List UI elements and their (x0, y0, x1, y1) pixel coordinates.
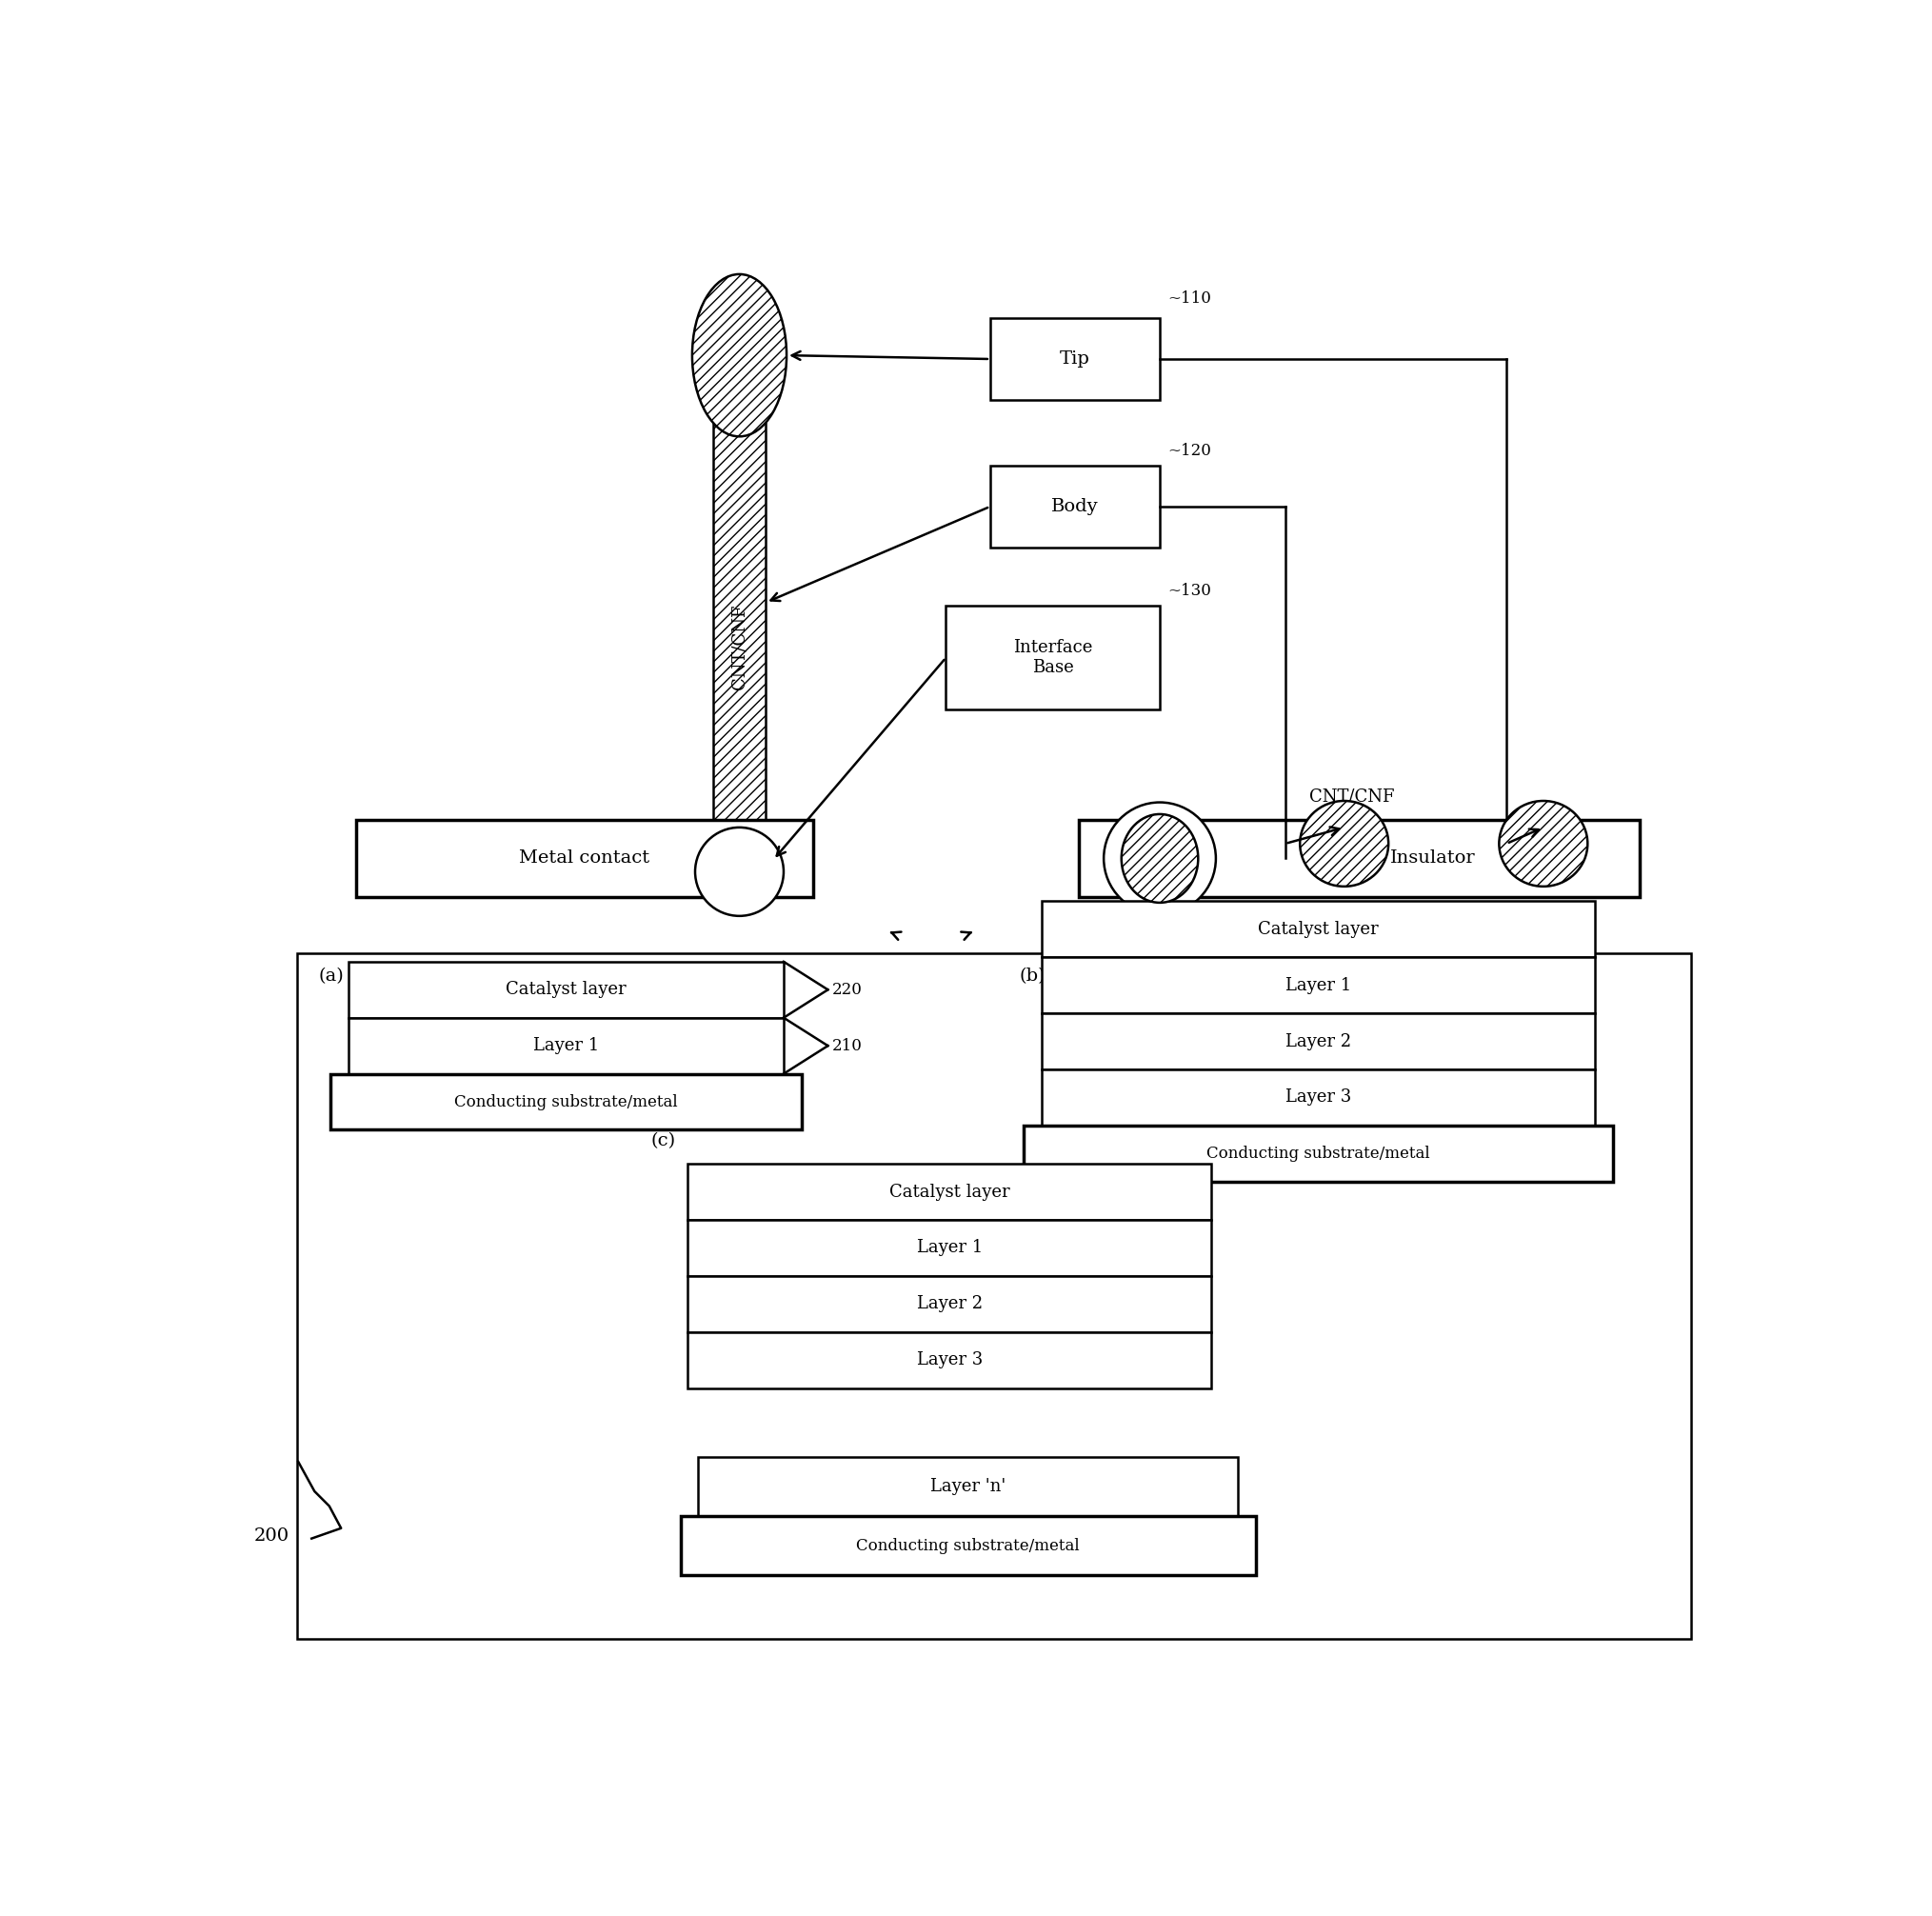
Bar (1041, 901, 1596, 958)
Bar (680, 1516, 1256, 1575)
Text: CNT/CNF: CNT/CNF (730, 604, 748, 690)
Text: ~130: ~130 (1167, 582, 1211, 598)
Text: 210: 210 (833, 1038, 864, 1054)
Bar (298, 952, 1690, 1638)
Bar (989, 466, 1159, 548)
Bar (688, 1332, 1211, 1387)
Text: Layer 'n': Layer 'n' (931, 1479, 1007, 1496)
Bar (947, 605, 1159, 709)
Text: Conducting substrate/metal: Conducting substrate/metal (454, 1094, 678, 1109)
Bar (697, 1458, 1238, 1516)
Text: 200: 200 (255, 1527, 290, 1544)
Bar (989, 318, 1159, 400)
Bar (1078, 820, 1638, 897)
Bar (1041, 1014, 1596, 1069)
Text: Insulator: Insulator (1389, 851, 1476, 866)
Text: ~110: ~110 (1167, 291, 1211, 307)
Bar (348, 962, 784, 1017)
Text: Layer 2: Layer 2 (916, 1295, 983, 1312)
Text: Interface
Base: Interface Base (1012, 640, 1092, 676)
Circle shape (1103, 803, 1215, 914)
Text: Tip: Tip (1061, 351, 1090, 368)
Text: CNT/CNF: CNT/CNF (1310, 787, 1395, 805)
Text: (b): (b) (1020, 968, 1045, 985)
Text: Conducting substrate/metal: Conducting substrate/metal (1208, 1146, 1430, 1161)
Bar (713, 422, 765, 872)
Bar (1041, 958, 1596, 1014)
Text: (a): (a) (319, 968, 344, 985)
Text: Layer 2: Layer 2 (1285, 1033, 1350, 1050)
Text: Layer 1: Layer 1 (1285, 977, 1350, 994)
Text: Layer 3: Layer 3 (916, 1351, 983, 1368)
Ellipse shape (1121, 814, 1198, 902)
Circle shape (696, 828, 784, 916)
Text: (c): (c) (651, 1132, 676, 1150)
Bar (688, 1163, 1211, 1220)
Text: Layer 3: Layer 3 (1285, 1088, 1350, 1106)
Bar (330, 1073, 802, 1130)
Text: Metal contact: Metal contact (520, 851, 649, 866)
Text: Catalyst layer: Catalyst layer (1258, 922, 1379, 937)
Bar (688, 1276, 1211, 1332)
Ellipse shape (1300, 801, 1389, 887)
Bar (348, 1017, 784, 1073)
Bar (355, 820, 813, 897)
Ellipse shape (1499, 801, 1588, 887)
Bar (688, 1220, 1211, 1276)
Text: Body: Body (1051, 498, 1099, 515)
Text: ~120: ~120 (1167, 443, 1211, 458)
Bar (1041, 1069, 1596, 1125)
Ellipse shape (692, 274, 786, 437)
Text: 220: 220 (833, 981, 864, 998)
Text: Catalyst layer: Catalyst layer (506, 981, 626, 998)
Text: Layer 1: Layer 1 (533, 1037, 599, 1054)
Bar (1024, 1125, 1613, 1182)
Text: Conducting substrate/metal: Conducting substrate/metal (856, 1539, 1080, 1554)
Text: Catalyst layer: Catalyst layer (889, 1184, 1010, 1201)
Text: Layer 1: Layer 1 (916, 1240, 983, 1257)
